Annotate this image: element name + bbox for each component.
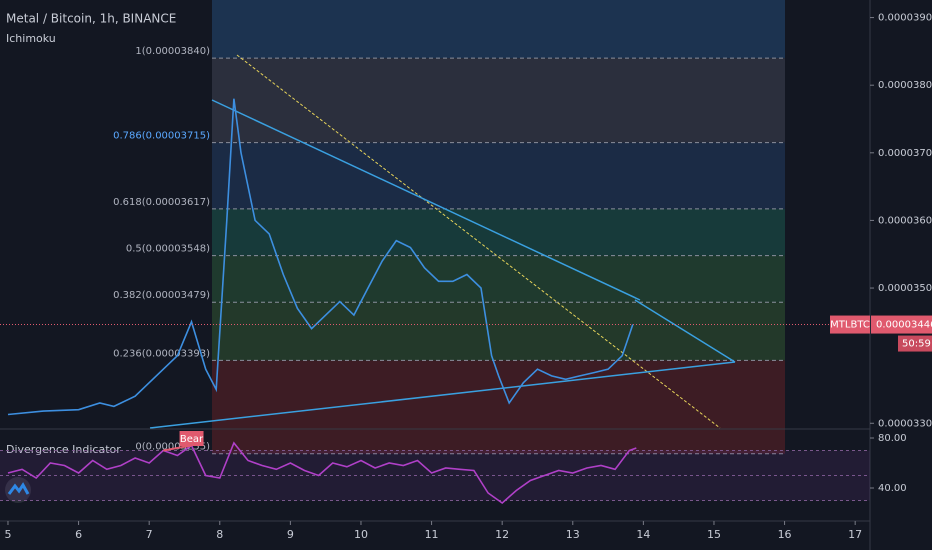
countdown: 50:59	[902, 339, 931, 350]
fib-band	[212, 142, 785, 209]
fib-band	[212, 208, 785, 256]
x-tick-label: 6	[75, 528, 82, 541]
fib-band	[212, 255, 785, 303]
y-tick-label: 80.00	[878, 433, 907, 444]
band	[0, 450, 870, 501]
x-tick-label: 17	[848, 528, 862, 541]
x-tick-label: 9	[287, 528, 294, 541]
divergence-line	[163, 444, 192, 452]
last-price: 0.00003446	[876, 320, 932, 331]
annotation-tag	[179, 431, 204, 446]
x-tick-label: 10	[354, 528, 368, 541]
trend-line	[149, 361, 736, 429]
fib-band	[212, 0, 785, 59]
x-tick-label: 8	[216, 528, 223, 541]
fib-label: 0.382(0.00003479)	[113, 290, 210, 301]
fib-label: 0.618(0.00003617)	[113, 197, 210, 208]
fib-group	[212, 0, 785, 455]
trend-line	[236, 54, 721, 429]
x-tick-label: 5	[4, 528, 11, 541]
indicator-title: Divergence Indicator	[6, 443, 121, 456]
fib-label: 0.5(0.00003548)	[126, 244, 210, 255]
indicator-name: Ichimoku	[6, 32, 56, 45]
fib-label: 0.786(0.00003715)	[113, 131, 210, 142]
x-tick-label: 14	[636, 528, 650, 541]
x-tick-label: 13	[566, 528, 580, 541]
y-tick-label: 0.00003300	[878, 418, 932, 429]
fib-band	[212, 58, 785, 143]
countdown-tag	[898, 335, 932, 352]
chart-title: Metal / Bitcoin, 1h, BINANCE	[6, 12, 176, 26]
x-tick-label: 12	[495, 528, 509, 541]
trend-line	[211, 99, 641, 301]
trend-line	[634, 299, 736, 363]
series-line	[7, 441, 637, 505]
symbol: MTLBTC	[830, 320, 870, 331]
x-tick-label: 7	[146, 528, 153, 541]
fib-label: 0(0.00003255)	[135, 442, 210, 453]
fib-label: 0.236(0.00003393)	[113, 348, 210, 359]
series-line	[7, 98, 634, 416]
price-tag	[871, 315, 932, 334]
x-tick-label: 15	[707, 528, 721, 541]
fib-label: 1(0.00003840)	[135, 46, 210, 57]
symbol-tag	[830, 315, 870, 334]
fib-band	[212, 302, 785, 361]
y-tick-label: 40.00	[878, 483, 907, 494]
logo-mark	[7, 482, 30, 495]
x-tick-label: 11	[425, 528, 439, 541]
annotation: Bear	[180, 434, 204, 445]
x-tick-label: 16	[778, 528, 792, 541]
